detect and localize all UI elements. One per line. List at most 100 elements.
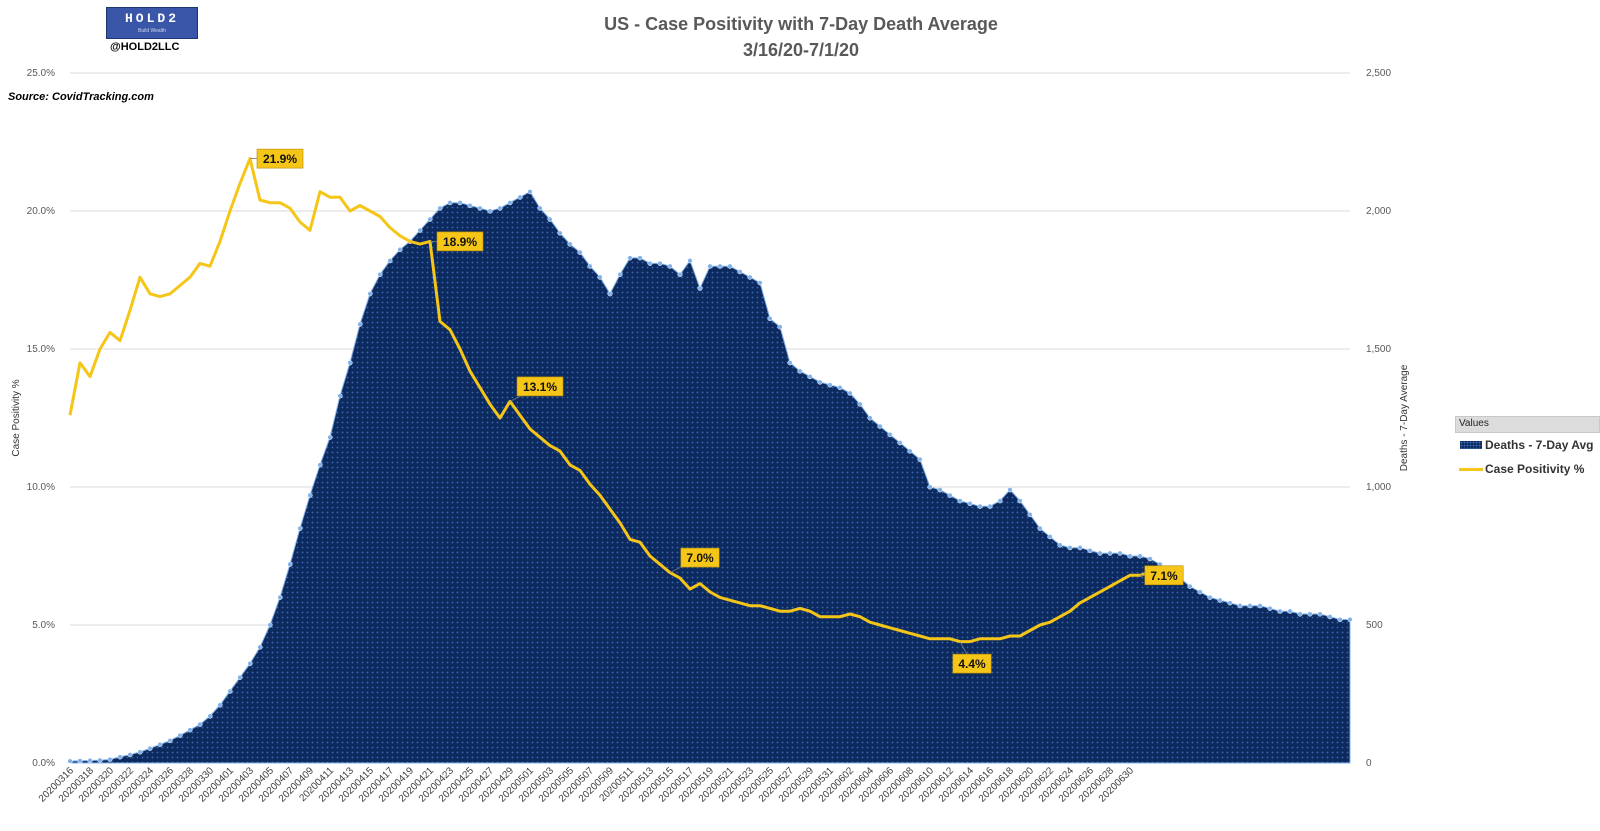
y-left-tick-label: 0.0% — [32, 758, 55, 769]
deaths-point — [117, 754, 123, 760]
deaths-point — [617, 271, 623, 278]
deaths-point — [517, 194, 523, 200]
deaths-point — [417, 227, 423, 233]
positivity-line-series — [68, 157, 1161, 644]
logo-text: HOLD2 — [124, 11, 179, 26]
y-right-tick-label: 2,000 — [1366, 206, 1391, 217]
deaths-point — [1227, 600, 1233, 606]
deaths-point — [307, 492, 313, 498]
data-labels: 21.9% 18.9% 13.1% 7.0% 4.4% 7.1% — [250, 148, 1184, 674]
deaths-point — [907, 448, 913, 454]
deaths-area-series — [67, 189, 1353, 764]
deaths-point — [157, 741, 163, 748]
deaths-point — [347, 360, 353, 366]
y-right-tick-label: 500 — [1366, 620, 1383, 631]
deaths-point — [297, 525, 303, 531]
deaths-point — [447, 200, 453, 206]
deaths-point — [137, 749, 143, 755]
deaths-point — [707, 263, 713, 269]
deaths-point — [757, 280, 763, 286]
legend-swatch-area — [1460, 441, 1482, 449]
deaths-point — [127, 752, 133, 758]
deaths-point — [467, 202, 473, 209]
chart-title-block: US - Case Positivity with 7-Day Death Av… — [500, 11, 1102, 63]
brand-logo: HOLD2 Build Wealth — [106, 7, 198, 39]
deaths-point — [87, 757, 93, 764]
deaths-point — [537, 205, 543, 211]
y-right-axis-label: Deaths - 7-Day Average — [1399, 364, 1410, 471]
deaths-point — [507, 200, 513, 206]
deaths-point — [777, 324, 783, 330]
y-left-tick-label: 10.0% — [27, 482, 55, 493]
legend-swatch-line — [1459, 468, 1483, 471]
deaths-point — [987, 503, 993, 509]
deaths-point — [887, 432, 893, 438]
deaths-point — [1217, 597, 1223, 603]
deaths-point — [857, 401, 863, 407]
deaths-point — [1317, 611, 1323, 617]
deaths-point — [1237, 603, 1243, 609]
deaths-point — [237, 674, 243, 680]
deaths-point — [577, 249, 583, 255]
deaths-point — [457, 200, 463, 206]
deaths-point — [167, 738, 173, 744]
deaths-point — [497, 205, 503, 211]
deaths-point — [487, 208, 493, 214]
deaths-point — [1107, 550, 1113, 556]
data-label: 7.1% — [1150, 569, 1178, 583]
deaths-point — [1087, 547, 1093, 554]
deaths-point — [737, 269, 743, 275]
deaths-point — [1037, 525, 1043, 531]
y-left-tick-label: 20.0% — [27, 206, 55, 217]
deaths-point — [1047, 534, 1053, 540]
deaths-point — [1147, 556, 1153, 562]
legend-label-deaths: Deaths - 7-Day Avg — [1485, 438, 1594, 452]
deaths-point — [917, 456, 923, 462]
deaths-point — [1067, 545, 1073, 551]
annotation-box — [516, 376, 564, 397]
deaths-point — [207, 713, 213, 719]
deaths-point — [977, 503, 983, 509]
deaths-point — [197, 721, 203, 727]
legend-header: Values — [1455, 416, 1600, 433]
deaths-point — [667, 263, 673, 269]
y-right-tick-label: 1,500 — [1366, 344, 1391, 355]
deaths-point — [1077, 545, 1083, 551]
deaths-point — [637, 255, 643, 261]
deaths-point — [1327, 614, 1333, 620]
legend-label-positivity: Case Positivity % — [1485, 462, 1585, 476]
deaths-point — [647, 260, 653, 266]
y-right-tick-label: 2,500 — [1366, 68, 1391, 79]
legend: Values Deaths - 7-Day Avg Case Positivit… — [1455, 416, 1600, 481]
deaths-point — [747, 274, 753, 280]
deaths-point — [1057, 542, 1063, 548]
deaths-point — [607, 291, 613, 297]
deaths-point — [477, 205, 483, 211]
y-right-tick-label: 0 — [1366, 758, 1372, 769]
data-label: 7.0% — [686, 551, 714, 565]
deaths-point — [877, 423, 883, 429]
deaths-point — [797, 368, 803, 374]
deaths-point — [177, 732, 183, 738]
legend-item-deaths: Deaths - 7-Day Avg — [1455, 433, 1600, 457]
deaths-point — [727, 263, 733, 269]
deaths-point — [247, 661, 253, 667]
deaths-point — [1127, 553, 1133, 559]
deaths-point — [947, 492, 953, 498]
y-right-tick-label: 1,000 — [1366, 482, 1391, 493]
chart-subtitle: 3/16/20-7/1/20 — [742, 40, 860, 60]
data-label: 21.9% — [263, 152, 297, 166]
deaths-point — [587, 263, 593, 269]
y-left-axis-label: Case Positivity % — [11, 379, 22, 456]
deaths-point — [267, 622, 273, 628]
deaths-point — [97, 757, 103, 763]
deaths-point — [1347, 616, 1353, 623]
deaths-point — [1027, 512, 1033, 518]
deaths-point — [1187, 583, 1193, 589]
annotation-box — [436, 231, 484, 252]
deaths-point — [1197, 589, 1203, 595]
deaths-point — [427, 216, 433, 222]
deaths-point — [287, 561, 293, 567]
legend-item-positivity: Case Positivity % — [1455, 457, 1600, 481]
